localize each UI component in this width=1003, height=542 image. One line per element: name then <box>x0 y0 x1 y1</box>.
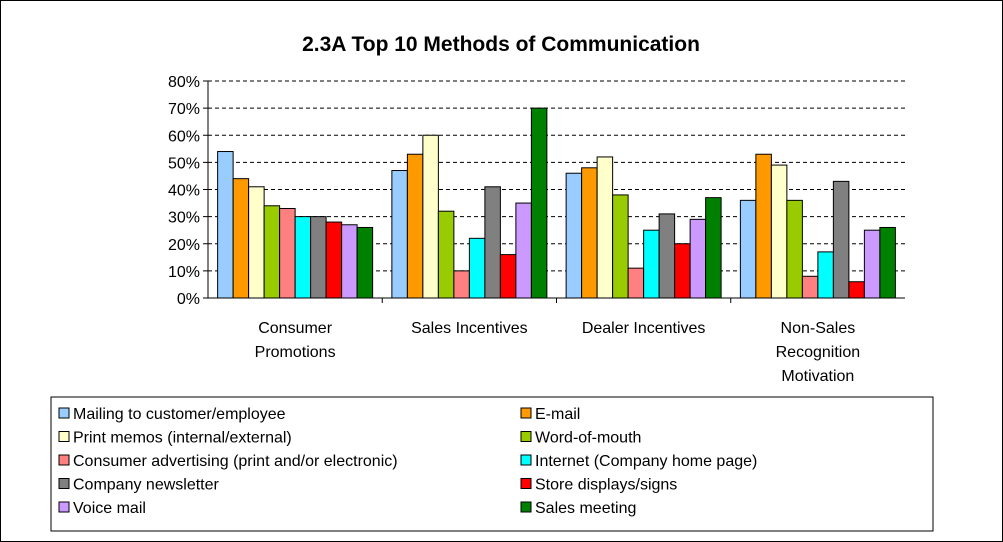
legend-swatch <box>58 501 70 513</box>
legend-label: E-mail <box>535 406 580 423</box>
bar <box>356 226 374 299</box>
bar <box>612 194 629 299</box>
category-label: Sales Incentives <box>411 320 528 337</box>
category-label: Consumer <box>258 320 332 337</box>
bar <box>596 156 614 299</box>
bar <box>565 172 583 299</box>
chart-title: 2.3A Top 10 Methods of Communication <box>302 33 700 56</box>
legend-label: Mailing to customer/employee <box>73 406 286 423</box>
legend-swatch <box>58 454 70 466</box>
bar <box>248 186 265 299</box>
bar <box>786 199 803 299</box>
legend-label: Consumer advertising (print and/or elect… <box>73 453 398 470</box>
bar <box>863 229 881 299</box>
bar <box>453 270 470 299</box>
bar <box>627 267 645 299</box>
legend-swatch <box>520 454 532 466</box>
legend-swatch <box>520 501 532 513</box>
y-tick-label: 40% <box>168 183 200 200</box>
bar <box>817 251 834 299</box>
category-label: Promotions <box>255 344 336 361</box>
bar <box>279 207 296 299</box>
bar <box>755 153 772 299</box>
bar <box>770 164 788 299</box>
legend: Mailing to customer/employee E-mail Print … <box>50 396 934 532</box>
bar <box>530 107 548 299</box>
bar <box>705 197 722 299</box>
legend-swatch <box>58 431 70 442</box>
bar <box>674 243 691 299</box>
category-label: Dealer Incentives <box>582 320 706 337</box>
y-tick-label: 30% <box>168 210 200 227</box>
y-tick-label: 0% <box>177 291 200 308</box>
legend-label: Print memos (internal/external) <box>73 430 292 447</box>
bar <box>232 178 250 299</box>
bar <box>341 224 358 299</box>
y-tick-label: 20% <box>168 237 200 254</box>
y-tick-label: 10% <box>168 264 200 281</box>
legend-box <box>50 396 934 532</box>
bar <box>515 202 532 299</box>
legend-label: Sales meeting <box>535 500 636 517</box>
bar <box>739 199 757 299</box>
bar <box>499 254 517 299</box>
bar <box>437 210 455 299</box>
bar <box>848 281 865 299</box>
y-tick-label: 70% <box>168 101 200 118</box>
legend-label: Internet (Company home page) <box>535 453 757 470</box>
legend-swatch <box>520 407 532 419</box>
bar <box>422 134 439 299</box>
bar <box>325 221 343 299</box>
bar <box>310 216 327 299</box>
bar <box>689 218 707 299</box>
y-tick-label: 80% <box>168 74 200 91</box>
bar <box>294 216 312 299</box>
legend-label: Store displays/signs <box>535 477 677 494</box>
legend-label: Voice mail <box>73 500 146 517</box>
bar <box>832 180 850 299</box>
bar <box>484 186 501 299</box>
bar <box>468 237 486 299</box>
bar <box>879 226 896 299</box>
category-label: Motivation <box>781 368 854 385</box>
legend-swatch <box>520 431 532 442</box>
bar <box>217 151 234 299</box>
category-label: Recognition <box>776 344 861 361</box>
legend-swatch <box>58 478 70 489</box>
bar <box>643 229 660 299</box>
bar <box>391 170 408 299</box>
plot-area: 0% 10% 20% 30% 40% 50% 60% 70% 80% Consumer Promot… <box>168 74 905 385</box>
y-tick-label: 60% <box>168 128 200 145</box>
bar <box>658 213 676 299</box>
bar <box>406 153 424 299</box>
category-label: Non-Sales <box>781 320 856 337</box>
bar <box>581 167 598 299</box>
legend-label: Word-of-mouth <box>535 430 641 447</box>
legend-swatch <box>58 407 70 419</box>
bar <box>801 275 819 299</box>
legend-label: Company newsletter <box>73 477 220 494</box>
bar <box>263 205 281 299</box>
y-tick-label: 50% <box>168 155 200 172</box>
legend-swatch <box>520 478 532 489</box>
